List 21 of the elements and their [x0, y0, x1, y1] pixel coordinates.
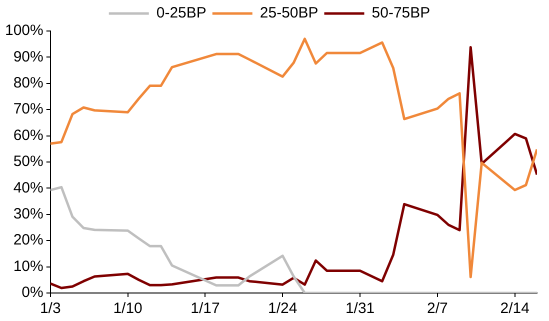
y-tick-label: 100% — [4, 22, 44, 40]
x-tick-label: 1/10 — [113, 300, 142, 318]
x-tick-label: 1/3 — [40, 300, 61, 318]
y-tick-label: 40% — [13, 179, 44, 196]
y-tick-label: 70% — [13, 100, 44, 118]
legend-label: 25-50BP — [260, 4, 318, 22]
y-tick-label: 0% — [22, 284, 44, 302]
x-tick-label: 1/31 — [345, 300, 375, 318]
y-tick-label: 10% — [13, 258, 44, 275]
y-tick-label: 20% — [13, 232, 44, 249]
x-tick-label: 2/7 — [427, 300, 448, 318]
x-tick-label: 2/14 — [500, 300, 530, 318]
y-tick-label: 50% — [13, 153, 44, 170]
legend-label: 0-25BP — [156, 4, 206, 22]
y-tick-label: 80% — [13, 74, 44, 92]
x-tick-label: 1/24 — [268, 300, 298, 318]
y-tick-label: 60% — [13, 126, 44, 144]
y-tick-label: 90% — [13, 48, 44, 66]
y-tick-label: 30% — [13, 206, 44, 223]
legend-label: 50-75BP — [372, 4, 430, 22]
x-tick-label: 1/17 — [190, 300, 220, 318]
